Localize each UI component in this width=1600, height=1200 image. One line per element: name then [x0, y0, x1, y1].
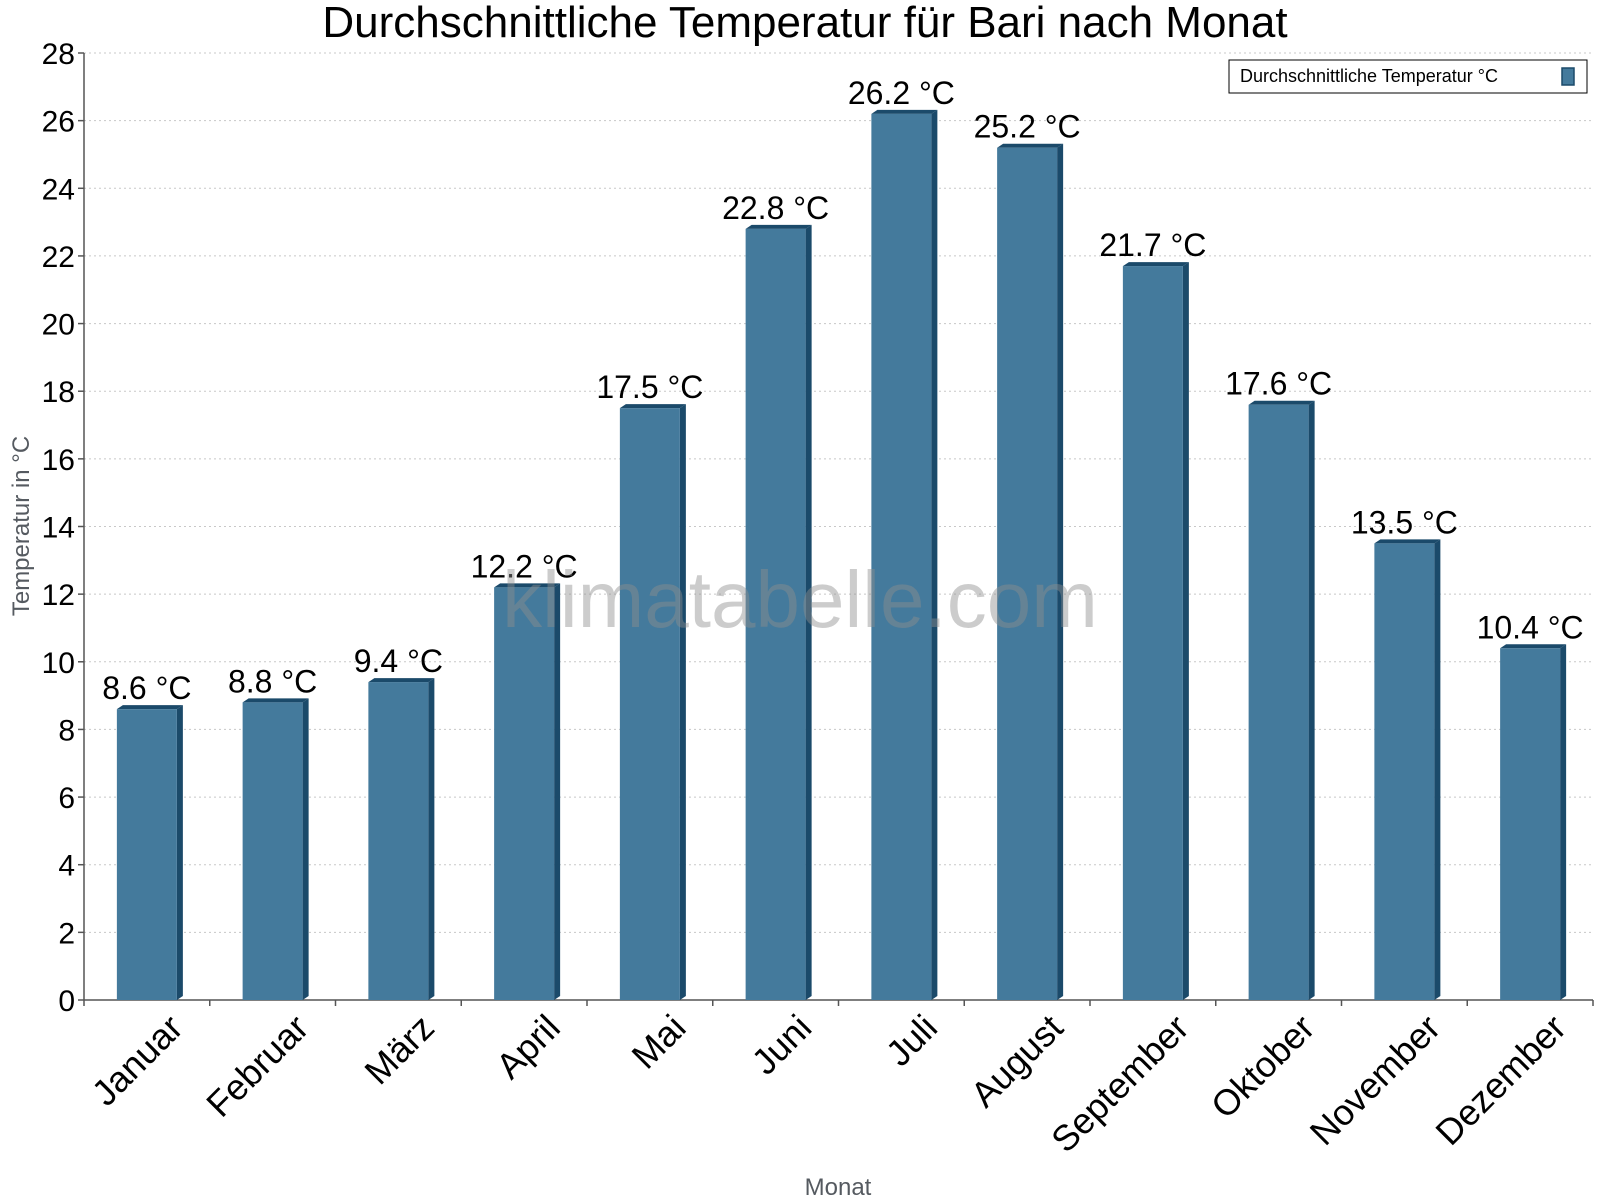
y-tick-label: 10	[42, 647, 75, 680]
x-axis-title: Monat	[805, 1174, 872, 1200]
bar-top	[997, 143, 1064, 148]
data-label: 26.2 °C	[848, 75, 955, 111]
bar-top	[1248, 400, 1315, 405]
legend-label: Durchschnittliche Temperatur °C	[1240, 66, 1498, 86]
legend-swatch	[1561, 67, 1575, 86]
bar-top	[368, 678, 435, 683]
bar-top	[494, 583, 561, 588]
bar	[997, 147, 1058, 1000]
y-tick-label: 6	[58, 782, 75, 815]
data-labels: 8.6 °C 8.8 °C 9.4 °C 12.2 °C 17.5 °C 22.8 °C 2…	[102, 75, 1583, 706]
y-tick-label: 2	[58, 917, 75, 950]
bar	[116, 709, 177, 1000]
data-label: 21.7 °C	[1099, 227, 1206, 263]
x-tick-label: Februar	[198, 1007, 316, 1125]
x-tick-label: September	[1043, 1007, 1197, 1161]
data-label: 25.2 °C	[974, 109, 1081, 145]
bar	[368, 682, 429, 1000]
bar	[1500, 648, 1561, 1000]
chart-title: Durchschnittliche Temperatur für Bari na…	[322, 0, 1287, 47]
x-tick-label: April	[488, 1007, 568, 1087]
bar-side	[1182, 262, 1189, 1000]
x-tick-label: Oktober	[1203, 1007, 1323, 1127]
bar-top	[242, 698, 309, 703]
bar	[494, 587, 555, 1000]
y-tick-label: 0	[58, 985, 75, 1018]
bar-side	[1434, 539, 1441, 1000]
bars	[116, 109, 1567, 1001]
y-tick-label: 26	[42, 106, 75, 139]
bar-top	[1500, 644, 1567, 649]
bar-top	[116, 705, 183, 710]
bar-side	[176, 705, 183, 1000]
bar-side	[679, 404, 686, 1000]
data-label: 10.4 °C	[1477, 609, 1584, 645]
y-tick-label: 20	[42, 309, 75, 342]
y-tick-label: 12	[42, 579, 75, 612]
data-label: 22.8 °C	[722, 190, 829, 226]
data-label: 13.5 °C	[1351, 504, 1458, 540]
x-tick-label: Januar	[84, 1007, 191, 1114]
watermark: klimatabelle.com	[502, 555, 1098, 644]
y-tick-label: 14	[42, 512, 75, 545]
bar	[1248, 404, 1309, 1000]
data-label: 17.6 °C	[1225, 366, 1332, 402]
grid-lines	[84, 52, 1593, 933]
bar-top	[745, 224, 812, 229]
bar-side	[428, 678, 435, 1000]
x-tick-label: März	[356, 1007, 442, 1093]
legend: Durchschnittliche Temperatur °C	[1228, 59, 1588, 94]
data-label: 12.2 °C	[471, 548, 578, 584]
y-tick-label: 16	[42, 444, 75, 477]
bar-top	[1374, 539, 1441, 544]
bar-side	[1308, 400, 1315, 1000]
y-tick-label: 8	[58, 714, 75, 747]
y-tick-label: 28	[42, 38, 75, 71]
bar	[745, 228, 806, 1000]
x-tick-label: August	[963, 1007, 1071, 1115]
bar-side	[931, 109, 938, 1001]
x-tick-label: Dezember	[1427, 1007, 1573, 1153]
y-tick-label: 24	[42, 173, 75, 206]
bar-side	[1560, 644, 1567, 1000]
bar-top	[1122, 262, 1189, 267]
bar-side	[554, 583, 561, 1000]
y-tick-label: 22	[42, 241, 75, 274]
bar-side	[1057, 143, 1064, 1000]
data-label: 17.5 °C	[596, 369, 703, 405]
x-tick-label: November	[1302, 1007, 1448, 1153]
data-label: 8.8 °C	[228, 663, 317, 699]
x-tick-labels: Januar Februar März April Mai Juni Juli AugustS…	[83, 1000, 1594, 1161]
y-tick-label: 18	[42, 376, 75, 409]
data-label: 9.4 °C	[354, 643, 443, 679]
bar	[619, 408, 680, 1000]
x-tick-label: Juli	[878, 1007, 945, 1074]
x-tick-label: Mai	[624, 1007, 694, 1077]
data-label: 8.6 °C	[102, 670, 191, 706]
bar-top	[871, 109, 938, 114]
x-tick-label: Juni	[744, 1007, 820, 1083]
bar-side	[805, 224, 812, 1000]
bar-top	[619, 404, 686, 409]
bar	[242, 702, 303, 1000]
legend-box	[1228, 59, 1588, 94]
bar	[871, 113, 932, 1001]
bar	[1374, 543, 1435, 1000]
y-tick-label: 4	[58, 850, 75, 883]
bar	[1122, 266, 1183, 1000]
y-axis-title: Temperatur in °C	[8, 436, 35, 616]
bar-side	[302, 698, 309, 1000]
